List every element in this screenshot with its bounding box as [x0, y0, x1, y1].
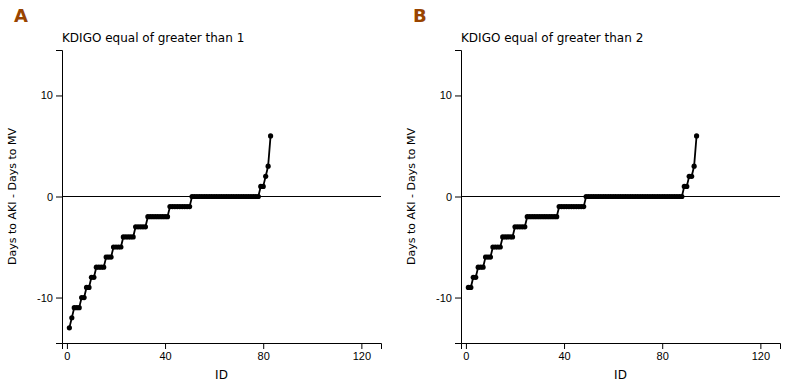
point — [101, 265, 106, 270]
tick-mark — [165, 343, 166, 349]
point — [118, 244, 123, 249]
tick: 40 — [558, 343, 570, 362]
y-axis: -10 0 10 — [37, 51, 62, 344]
point — [684, 184, 689, 189]
point — [143, 224, 148, 229]
axis-line — [462, 344, 781, 350]
tick-label: 40 — [159, 350, 171, 362]
y-axis: -10 0 10 — [436, 51, 461, 344]
tick: 120 — [353, 343, 371, 362]
tick: 10 — [41, 89, 62, 101]
point — [261, 184, 266, 189]
point — [468, 285, 473, 290]
tick: 80 — [657, 343, 669, 362]
point — [268, 133, 273, 138]
line — [69, 136, 270, 328]
point — [256, 194, 261, 199]
tick-mark — [662, 343, 663, 349]
point — [480, 265, 485, 270]
tick-label: 0 — [47, 191, 53, 203]
title: KDIGO equal of greater than 1 — [62, 31, 244, 45]
tick-mark — [56, 95, 62, 96]
tick-label: 0 — [446, 191, 452, 203]
title: KDIGO equal of greater than 2 — [461, 31, 643, 45]
line — [468, 136, 696, 288]
tick: 80 — [258, 343, 270, 362]
tick-label: -10 — [436, 292, 452, 304]
point — [67, 325, 72, 330]
axis-line — [455, 51, 462, 344]
tick-mark — [56, 298, 62, 299]
x-axis-label: ID — [215, 368, 228, 382]
point — [554, 214, 559, 219]
tick-mark — [361, 343, 362, 349]
point — [69, 315, 74, 320]
tick: 10 — [440, 89, 461, 101]
point — [91, 275, 96, 280]
point — [498, 244, 503, 249]
tick-mark — [56, 197, 62, 198]
point — [692, 164, 697, 169]
tick-label: 120 — [752, 350, 770, 362]
point — [522, 224, 527, 229]
point — [81, 295, 86, 300]
tick-label: 120 — [353, 350, 371, 362]
tick-mark — [263, 343, 264, 349]
tick-label: 10 — [41, 89, 53, 101]
tick: 0 — [47, 191, 62, 203]
y-axis-label: Days to AKI - Days to MV — [405, 128, 418, 265]
tick-mark — [67, 343, 68, 349]
axis-line — [63, 344, 382, 350]
point — [165, 214, 170, 219]
tick-label: 80 — [657, 350, 669, 362]
point — [488, 255, 493, 260]
tick: 0 — [64, 343, 70, 362]
tick-label: -10 — [37, 292, 53, 304]
plot-area: 0 40 80 120 -10 0 10 — [436, 51, 780, 362]
axis-line — [56, 51, 63, 344]
marks — [461, 133, 780, 290]
tick-mark — [455, 95, 461, 96]
tick-label: 10 — [440, 89, 452, 101]
point — [108, 255, 113, 260]
panel: 0 40 80 120 -10 0 10 KDIGO equal of greater tha… — [6, 5, 382, 382]
point — [679, 194, 684, 199]
x-axis: 0 40 80 120 — [63, 343, 382, 362]
marks — [62, 133, 381, 330]
point — [266, 164, 271, 169]
plot-area: 0 40 80 120 -10 0 10 — [37, 51, 381, 362]
panel-label: A — [14, 5, 28, 26]
x-axis: 0 40 80 120 — [462, 343, 781, 362]
tick-mark — [760, 343, 761, 349]
tick: 40 — [159, 343, 171, 362]
tick-mark — [466, 343, 467, 349]
tick: 120 — [752, 343, 770, 362]
tick-mark — [455, 197, 461, 198]
point — [510, 234, 515, 239]
point — [263, 174, 268, 179]
tick-label: 0 — [463, 350, 469, 362]
chart: 0 40 80 120 -10 0 10 KDIGO equal of greater tha… — [0, 0, 798, 387]
point — [86, 285, 91, 290]
tick-mark — [564, 343, 565, 349]
point — [473, 275, 478, 280]
tick-mark — [455, 298, 461, 299]
tick: 0 — [463, 343, 469, 362]
tick: 0 — [446, 191, 461, 203]
point — [689, 174, 694, 179]
tick: -10 — [37, 292, 62, 304]
panel-label: B — [413, 5, 427, 26]
point — [131, 234, 136, 239]
x-axis-label: ID — [614, 368, 627, 382]
y-axis-label: Days to AKI - Days to MV — [6, 128, 19, 265]
point — [694, 133, 699, 138]
tick: -10 — [436, 292, 461, 304]
tick-label: 40 — [558, 350, 570, 362]
panel: 0 40 80 120 -10 0 10 KDIGO equal of greater tha… — [405, 5, 781, 382]
point — [581, 204, 586, 209]
point — [187, 204, 192, 209]
tick-label: 80 — [258, 350, 270, 362]
tick-label: 0 — [64, 350, 70, 362]
point — [77, 305, 82, 310]
